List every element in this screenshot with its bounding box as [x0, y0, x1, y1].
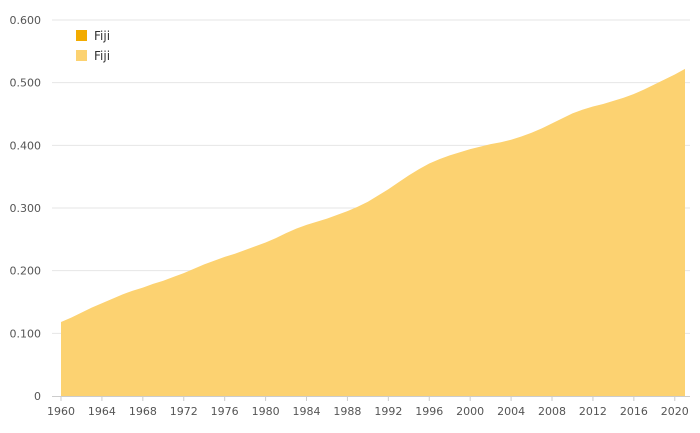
x-tick-label: 1964 [88, 405, 116, 418]
x-tick-label: 2016 [620, 405, 648, 418]
y-tick-label: 0 [34, 390, 41, 403]
x-axis: 1960 1964 1968 1972 1976 1980 1984 1988 1992 1996… [47, 396, 690, 418]
legend-swatch-fiji-light [76, 50, 87, 61]
y-axis: 0 0.100 0.200 0.300 0.400 0.500 0.600 [10, 14, 42, 403]
x-tick-label: 1976 [211, 405, 239, 418]
x-tick-label: 2008 [538, 405, 566, 418]
y-tick-label: 0.400 [10, 139, 42, 152]
y-tick-label: 0.100 [10, 327, 42, 340]
x-tick-label: 1992 [374, 405, 402, 418]
legend-label-fiji-light: Fiji [94, 49, 110, 63]
x-tick-label: 2004 [497, 405, 525, 418]
x-tick-label: 1996 [415, 405, 443, 418]
y-tick-label: 0.200 [10, 265, 42, 278]
series-area-fiji [61, 68, 685, 396]
y-tick-label: 0.500 [10, 77, 42, 90]
x-tick-label: 2020 [661, 405, 689, 418]
legend-label-fiji-dark: Fiji [94, 29, 110, 43]
y-tick-label: 0.300 [10, 202, 42, 215]
y-tick-label: 0.600 [10, 14, 42, 27]
x-tick-label: 2012 [579, 405, 607, 418]
plot-area [61, 68, 685, 396]
legend: Fiji Fiji [76, 29, 110, 63]
x-tick-label: 1988 [333, 405, 361, 418]
x-tick-label: 1968 [129, 405, 157, 418]
x-tick-label: 1980 [252, 405, 280, 418]
x-tick-label: 1984 [293, 405, 321, 418]
x-tick-label: 1972 [170, 405, 198, 418]
x-tick-label: 1960 [47, 405, 75, 418]
legend-swatch-fiji-dark [76, 30, 87, 41]
x-tick-label: 2000 [456, 405, 484, 418]
